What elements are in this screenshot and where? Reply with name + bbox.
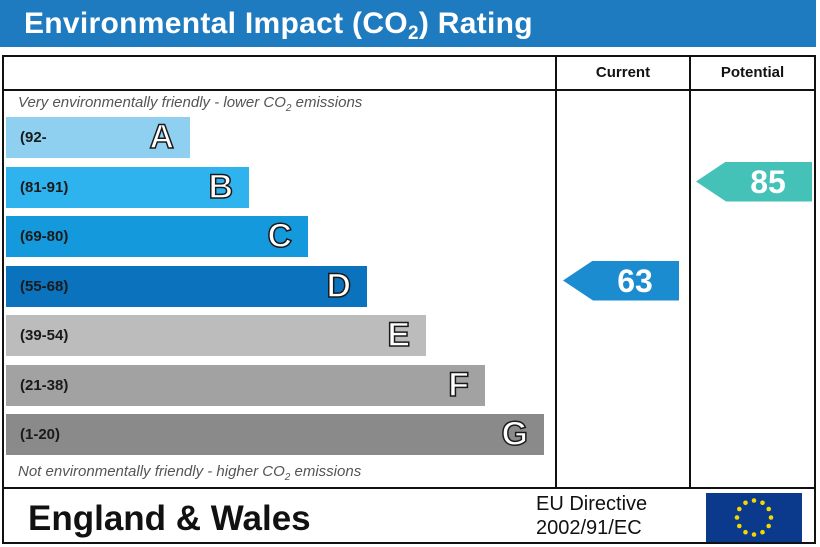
region-label: England & Wales (28, 496, 311, 541)
potential-rating-value: 85 (750, 164, 786, 200)
flag-star (760, 530, 765, 535)
footer-divider (2, 487, 816, 489)
header-divider (2, 89, 816, 91)
note-top: Very environmentally friendly - lower CO… (18, 94, 362, 114)
flag-star (743, 530, 748, 535)
band-letter: A (149, 115, 174, 160)
band-letter: C (267, 214, 292, 259)
band-range: (21-38) (20, 365, 68, 406)
flag-star (737, 507, 742, 512)
directive-line-1: EU Directive (536, 492, 647, 516)
band-e: (39-54) E (6, 315, 426, 356)
current-rating-value: 63 (617, 263, 653, 299)
flag-star (752, 532, 757, 537)
band-range: (39-54) (20, 315, 68, 356)
band-c: (69-80) C (6, 216, 308, 257)
flag-star (743, 501, 748, 506)
band-range: (1-20) (20, 414, 60, 455)
eu-flag-icon (706, 493, 802, 542)
flag-star (769, 515, 774, 520)
band-range: (55-68) (20, 266, 68, 307)
band-b: (81-91) B (6, 167, 249, 208)
flag-star (760, 501, 765, 506)
band-letter: F (448, 363, 469, 408)
directive-line-2: 2002/91/EC (536, 516, 647, 540)
band-letter: E (387, 313, 410, 358)
note-bottom: Not environmentally friendly - higher CO… (18, 463, 361, 483)
flag-star (737, 524, 742, 529)
band-letter: G (502, 412, 528, 457)
page-title: Environmental Impact (CO2) Rating (0, 0, 816, 47)
band-letter: D (326, 264, 351, 309)
potential-divider (689, 55, 691, 489)
band-letter: B (208, 165, 233, 210)
current-divider (555, 55, 557, 489)
current-column-header: Current (557, 57, 689, 89)
potential-column-header: Potential (691, 57, 814, 89)
flag-star (752, 498, 757, 503)
flag-star (766, 524, 771, 529)
band-range: (81-91) (20, 167, 68, 208)
band-range: (69-80) (20, 216, 68, 257)
band-a: (92- A (6, 117, 190, 158)
flag-star (766, 507, 771, 512)
band-g: (1-20) G (6, 414, 544, 455)
band-f: (21-38) F (6, 365, 485, 406)
band-range: (92- (20, 117, 47, 158)
band-d: (55-68) D (6, 266, 367, 307)
flag-star (735, 515, 740, 520)
eu-directive: EU Directive 2002/91/EC (536, 492, 647, 540)
